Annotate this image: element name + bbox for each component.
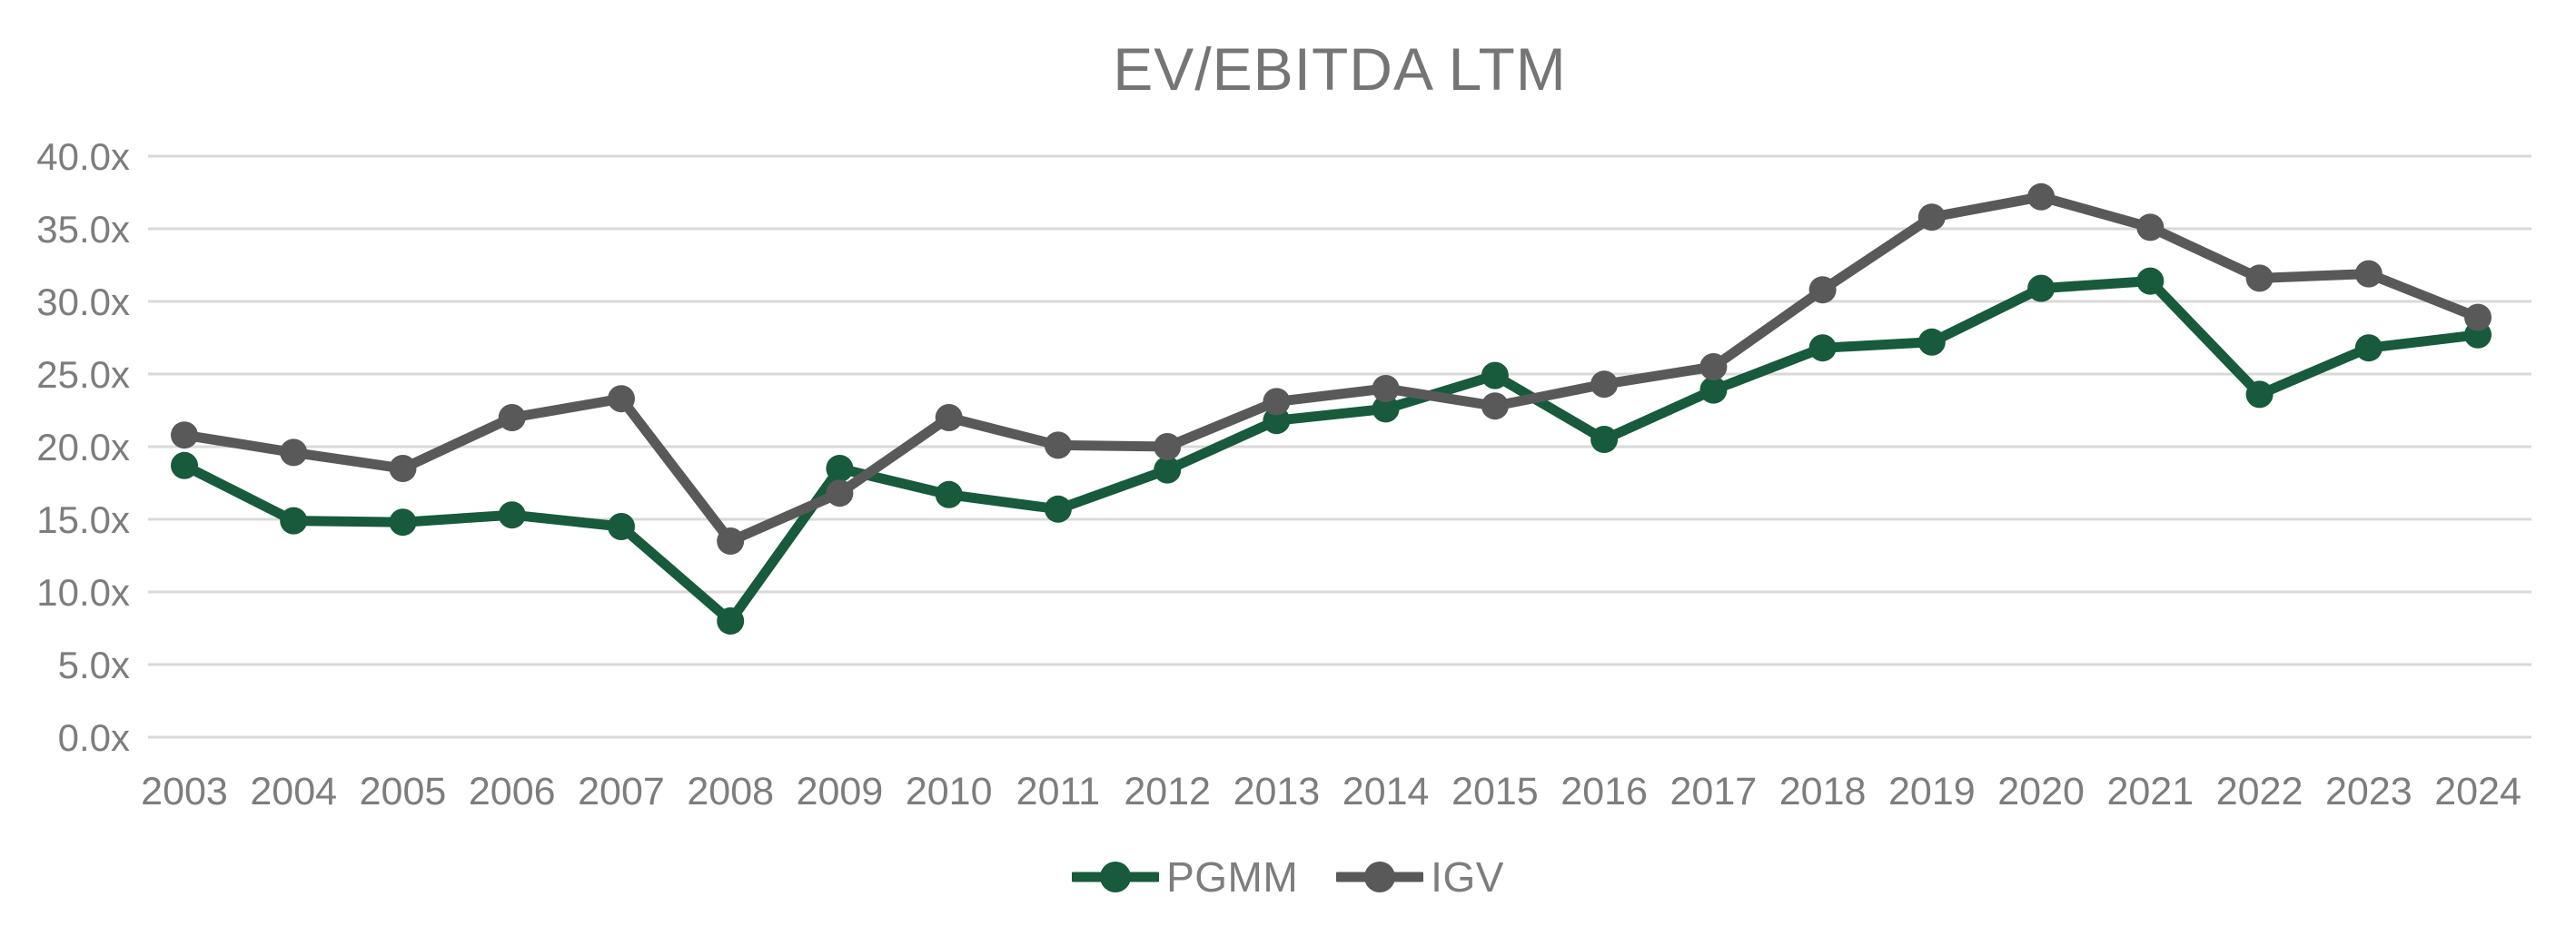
data-point-igv-2020 bbox=[2027, 182, 2056, 211]
chart-title: EV/EBITDA LTM bbox=[1113, 35, 1567, 103]
x-axis-tick-label: 2014 bbox=[1342, 770, 1430, 813]
x-axis-tick-label: 2009 bbox=[797, 770, 884, 813]
x-axis-tick-label: 2005 bbox=[360, 770, 447, 813]
data-point-pgmm-2013 bbox=[1263, 407, 1291, 435]
legend-marker-pgmm-icon bbox=[1072, 862, 1160, 892]
data-point-pgmm-2009 bbox=[826, 455, 854, 482]
data-point-pgmm-2005 bbox=[389, 508, 417, 537]
data-point-pgmm-2023 bbox=[2354, 334, 2383, 362]
data-point-pgmm-2011 bbox=[1044, 495, 1072, 523]
series-line-igv bbox=[179, 192, 2483, 547]
data-point-pgmm-2004 bbox=[280, 507, 308, 535]
x-axis-tick-label: 2024 bbox=[2434, 770, 2522, 813]
x-axis-tick-label: 2021 bbox=[2106, 770, 2194, 813]
y-axis-tick-label: 15.0x bbox=[36, 498, 130, 541]
x-axis-tick-label: 2023 bbox=[2325, 770, 2413, 813]
data-point-igv-2019 bbox=[1917, 203, 1946, 232]
legend: PGMM IGV bbox=[0, 842, 2576, 911]
data-point-igv-2004 bbox=[280, 438, 308, 467]
y-axis-tick-label: 10.0x bbox=[36, 571, 130, 614]
y-axis-tick-label: 5.0x bbox=[58, 644, 130, 686]
y-axis-tick-label: 30.0x bbox=[36, 281, 130, 323]
x-axis-tick-label: 2006 bbox=[469, 770, 556, 813]
legend-label-igv: IGV bbox=[1431, 853, 1504, 901]
legend-label-pgmm: PGMM bbox=[1166, 853, 1299, 901]
data-point-pgmm-2003 bbox=[171, 451, 198, 479]
legend-marker-igv-icon bbox=[1336, 862, 1424, 892]
x-axis-tick-label: 2007 bbox=[578, 770, 665, 813]
data-point-igv-2014 bbox=[1372, 375, 1400, 402]
x-axis-tick-label: 2010 bbox=[906, 770, 993, 813]
data-point-igv-2005 bbox=[389, 455, 417, 482]
series-line-pgmm bbox=[179, 276, 2483, 626]
data-point-igv-2010 bbox=[935, 404, 963, 431]
legend-item-igv: IGV bbox=[1336, 852, 1504, 902]
x-axis-tick-label: 2018 bbox=[1779, 770, 1867, 813]
data-point-igv-2015 bbox=[1481, 392, 1509, 420]
data-point-igv-2024 bbox=[2464, 303, 2492, 331]
data-point-igv-2007 bbox=[608, 385, 635, 413]
data-point-igv-2006 bbox=[498, 404, 526, 431]
data-point-pgmm-2007 bbox=[608, 513, 635, 540]
data-point-igv-2008 bbox=[717, 527, 745, 555]
data-point-pgmm-2018 bbox=[1808, 334, 1837, 362]
x-axis-tick-label: 2011 bbox=[1016, 770, 1100, 813]
data-point-igv-2011 bbox=[1044, 431, 1072, 459]
y-axis-tick-label: 0.0x bbox=[58, 716, 130, 759]
data-point-igv-2013 bbox=[1263, 388, 1291, 416]
data-point-igv-2018 bbox=[1808, 276, 1837, 304]
data-point-pgmm-2017 bbox=[1699, 376, 1728, 404]
x-axis-tick-label: 2012 bbox=[1124, 770, 1211, 813]
x-axis-tick-label: 2004 bbox=[250, 770, 337, 813]
y-axis-tick-label: 20.0x bbox=[36, 426, 130, 468]
x-axis-tick-label: 2016 bbox=[1560, 770, 1648, 813]
x-axis-tick-label: 2022 bbox=[2216, 770, 2304, 813]
data-point-igv-2009 bbox=[826, 479, 854, 507]
x-axis-tick-label: 2015 bbox=[1451, 770, 1539, 813]
data-point-igv-2017 bbox=[1699, 353, 1728, 380]
x-axis-tick-label: 2008 bbox=[687, 770, 774, 813]
x-axis-tick-label: 2013 bbox=[1234, 770, 1321, 813]
x-axis-tick-label: 2019 bbox=[1888, 770, 1976, 813]
data-point-pgmm-2016 bbox=[1590, 426, 1619, 453]
data-point-igv-2016 bbox=[1590, 370, 1619, 399]
data-point-igv-2003 bbox=[171, 421, 198, 449]
data-point-igv-2021 bbox=[2136, 213, 2165, 241]
data-point-pgmm-2021 bbox=[2136, 267, 2165, 295]
data-point-igv-2022 bbox=[2245, 264, 2274, 292]
x-axis-tick-label: 2017 bbox=[1670, 770, 1758, 813]
x-axis-tick-label: 2020 bbox=[1997, 770, 2085, 813]
x-axis-tick-label: 2003 bbox=[141, 770, 228, 813]
data-point-pgmm-2020 bbox=[2027, 274, 2056, 302]
data-point-pgmm-2019 bbox=[1917, 328, 1946, 356]
data-point-igv-2023 bbox=[2354, 260, 2383, 288]
data-point-pgmm-2006 bbox=[498, 501, 526, 529]
data-point-pgmm-2015 bbox=[1481, 361, 1509, 389]
data-point-pgmm-2008 bbox=[717, 607, 745, 635]
y-axis-tick-label: 25.0x bbox=[36, 353, 130, 396]
data-point-pgmm-2010 bbox=[935, 480, 963, 508]
data-point-pgmm-2012 bbox=[1154, 456, 1182, 484]
y-axis-tick-label: 40.0x bbox=[36, 135, 130, 178]
y-axis-tick-label: 35.0x bbox=[36, 208, 130, 251]
data-point-igv-2012 bbox=[1154, 433, 1182, 460]
data-point-pgmm-2014 bbox=[1372, 395, 1400, 423]
data-point-pgmm-2022 bbox=[2245, 380, 2274, 409]
legend-item-pgmm: PGMM bbox=[1072, 852, 1298, 902]
